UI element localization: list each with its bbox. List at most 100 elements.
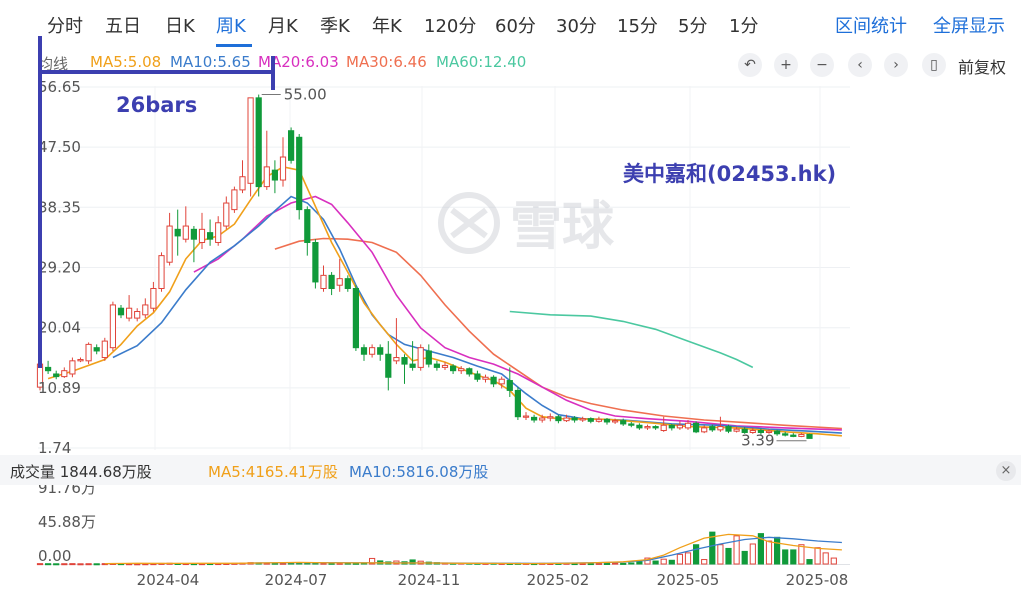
candle-body	[409, 363, 416, 368]
volume-bar	[798, 544, 805, 565]
candle-body	[757, 430, 764, 433]
zoom-in-button[interactable]: +	[774, 53, 798, 77]
tab-3[interactable]: 周K	[216, 16, 246, 37]
candle-body	[693, 422, 700, 433]
candle-body	[717, 426, 724, 431]
candle-body	[790, 434, 797, 437]
volume-bar	[830, 557, 837, 565]
volume-bar	[806, 559, 813, 565]
volume-bar	[684, 552, 692, 565]
low-marker-label: 3.39	[741, 432, 774, 450]
volume-bar	[790, 549, 797, 565]
candle-body	[166, 225, 173, 263]
candle-body	[126, 307, 133, 319]
tab-8[interactable]: 60分	[495, 16, 536, 37]
x-tick-label: 2025-05	[657, 571, 720, 589]
watermark-logo-icon	[438, 192, 500, 254]
candle-body	[401, 357, 408, 365]
volume-bar	[765, 540, 773, 565]
ma30-line	[274, 237, 842, 430]
volume-bar	[636, 561, 643, 565]
candle-body	[101, 340, 108, 359]
tab-1[interactable]: 五日	[105, 16, 141, 37]
legend-ma5: MA5:5.08	[90, 53, 162, 71]
volume-bar	[595, 562, 602, 565]
interval-stats-link[interactable]: 区间统计	[835, 16, 907, 37]
candle-body	[239, 176, 246, 191]
candle-body	[77, 359, 84, 362]
candle-body	[466, 368, 473, 375]
volume-bar	[660, 558, 667, 565]
volume-bar	[725, 547, 732, 565]
candle-body	[765, 430, 773, 433]
candle-body	[198, 228, 206, 243]
candle-body	[579, 418, 586, 421]
tab-12[interactable]: 1分	[729, 16, 759, 37]
candle-body	[182, 225, 189, 240]
volume-ma5: MA5:4165.41万股	[208, 463, 338, 481]
x-tick-label: 2024-07	[265, 571, 328, 589]
ma-legend: 均线 MA5:5.08 MA10:5.65 MA20:6.03 MA30:6.4…	[38, 52, 738, 74]
y-tick-label: 56.65	[38, 78, 81, 96]
candle-body	[328, 274, 335, 290]
ma20-line	[193, 195, 842, 431]
candle-body	[450, 365, 457, 372]
tab-5[interactable]: 季K	[320, 16, 350, 37]
tab-11[interactable]: 5分	[678, 16, 708, 37]
annotation-bars-count: 26bars	[116, 93, 197, 117]
candle-body	[587, 418, 594, 422]
candle-body	[612, 420, 619, 423]
range-select-button[interactable]: ▯	[922, 53, 946, 77]
tab-0[interactable]: 分时	[47, 16, 83, 37]
tab-4[interactable]: 月K	[268, 16, 298, 37]
candle-body	[215, 222, 222, 243]
volume-bar	[676, 553, 683, 565]
candle-body	[393, 357, 400, 362]
candle-body	[628, 423, 635, 426]
volume-bar	[814, 547, 821, 565]
volume-bar	[693, 544, 700, 565]
volume-label: 成交量 1844.68万股	[10, 463, 152, 481]
fullscreen-link[interactable]: 全屏显示	[933, 16, 1005, 37]
tab-2[interactable]: 日K	[165, 16, 195, 37]
candle-body	[514, 389, 521, 418]
candle-body	[69, 360, 76, 375]
legend-ma60: MA60:12.40	[436, 53, 527, 71]
xueqiu-watermark: 雪球	[438, 192, 615, 257]
y-tick-label: 20.04	[38, 319, 81, 337]
candle-body	[441, 364, 449, 368]
tab-10[interactable]: 15分	[617, 16, 658, 37]
tab-6[interactable]: 年K	[372, 16, 402, 37]
candle-body	[684, 422, 692, 429]
zoom-out-button[interactable]: −	[810, 53, 834, 77]
scroll-left-button[interactable]: ‹	[848, 53, 872, 77]
candle-body	[547, 416, 554, 419]
candle-body	[668, 424, 675, 429]
candle-body	[709, 426, 716, 431]
candle-body	[312, 241, 319, 283]
scroll-right-button[interactable]: ›	[884, 53, 908, 77]
vol-ma5-line	[104, 533, 842, 565]
candle-body	[150, 288, 157, 309]
candle-body	[474, 373, 481, 380]
candle-body	[190, 228, 198, 240]
volume-bar	[85, 563, 92, 566]
volume-bar	[587, 563, 594, 566]
candle-body	[207, 232, 214, 240]
period-tabbar: 分时 五日 日K 周K 月K 季K 年K 120分 60分 30分 15分 5分 1分 区间统计 全屏显…	[0, 0, 1021, 50]
close-volume-icon[interactable]: ×	[996, 461, 1016, 481]
ma60-line	[509, 310, 754, 369]
price-adjust-dropdown[interactable]: 前复权	[958, 58, 1007, 77]
volume-tick-label: 0.00	[38, 547, 71, 565]
tab-9[interactable]: 30分	[556, 16, 597, 37]
candle-body	[288, 130, 295, 161]
undo-button[interactable]: ↶	[738, 53, 762, 77]
volume-bar	[741, 550, 748, 565]
tab-7[interactable]: 120分	[424, 16, 477, 37]
candle-body	[158, 255, 165, 290]
volume-bar	[701, 559, 708, 565]
candle-body	[563, 417, 570, 422]
volume-bar	[757, 533, 764, 565]
annotation-overlay: 26bars 美中嘉和(02453.hk)	[38, 36, 836, 368]
